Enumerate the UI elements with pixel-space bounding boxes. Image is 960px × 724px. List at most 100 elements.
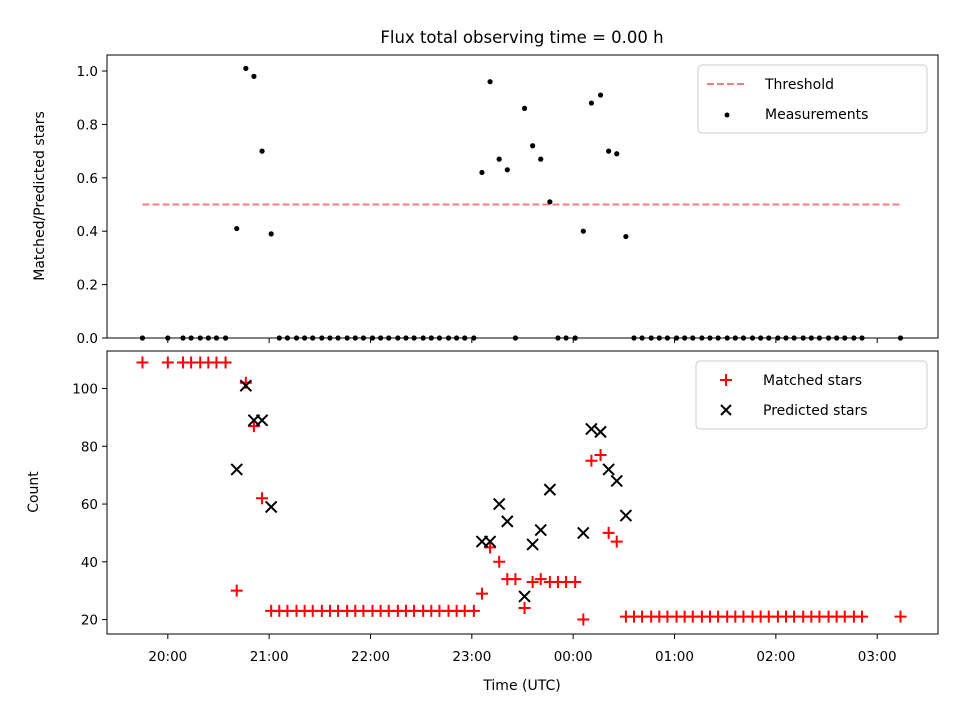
measurement-point [547,199,553,205]
predicted-star-point [501,515,514,528]
x-tick-label: 23:00 [452,649,491,665]
predicted-star-point [255,414,269,427]
top-plot-frame [106,54,939,339]
x-tick-label: 20:00 [148,649,187,665]
predicted-star-point [239,379,253,392]
bottom-y-tick-label: 100 [72,382,98,398]
bottom-panel: 20 40 60 80 100 20:00 21:00 22:00 23:00 00:00 01:… [26,350,939,694]
matched-star-point [610,535,623,548]
bottom-legend: Matched stars Predicted stars [695,360,928,430]
predicted-star-point [534,523,547,537]
top-x-axis-ticks [167,338,878,343]
matched-star-point [136,356,149,369]
measurement-point [259,148,265,154]
predicted-star-point [610,474,623,488]
predicted-star-point [230,463,243,476]
x-tick-label: 21:00 [250,649,289,665]
measurement-point [521,105,528,111]
matched-star-point [585,454,598,467]
bottom-y-axis-ticks: 20 40 60 80 100 [72,382,107,629]
matched-star-point [577,613,590,626]
matched-star-point [475,587,488,600]
top-y-axis-ticks: 0.0 0.2 0.4 0.6 0.8 1.0 [77,64,107,347]
x-tick-label: 00:00 [554,649,593,665]
measurement-point [606,148,612,154]
predicted-star-point [483,535,497,548]
measurement-point [623,233,629,240]
predicted-star-point [526,538,539,551]
predicted-star-point [585,422,598,436]
top-y-tick-label: 0.2 [77,278,98,294]
top-y-tick-label: 0.4 [77,224,98,240]
matched-star-point [509,573,522,586]
matched-star-point [534,573,547,586]
top-y-axis-label: Matched/Predicted stars [32,111,48,281]
chart-title: Flux total observing time = 0.00 h [380,28,663,47]
predicted-star-point [577,526,590,540]
x-axis-label: Time (UTC) [482,678,560,694]
predicted-star-point [518,590,531,603]
x-tick-label: 03:00 [858,649,897,665]
matched-star-point [219,356,232,369]
measurement-point [597,92,604,98]
bottom-x-axis-ticks: 20:00 21:00 22:00 23:00 00:00 01:00 02:00 03:00 [148,634,897,665]
legend-matched-swatch [720,374,732,386]
matched-star-point [256,492,269,505]
measurement-point [504,167,510,173]
top-y-tick-label: 0.8 [77,117,98,133]
top-y-tick-label: 0.0 [77,331,98,347]
top-y-tick-label: 0.6 [77,171,98,187]
measurement-point [614,151,620,157]
bottom-y-tick-label: 40 [81,555,98,571]
predicted-star-point [594,425,607,439]
matched-star-point [526,576,539,589]
top-y-tick-label: 1.0 [77,64,98,80]
matched-star-point [594,448,607,461]
matched-star-point [484,541,497,554]
bottom-plot-frame [106,350,939,635]
matched-star-point [247,420,260,433]
legend-matched-label: Matched stars [763,373,862,389]
predicted-star-point [619,509,633,522]
matched-star-point [518,602,531,615]
matched-star-point [602,526,615,539]
measurement-point [538,156,544,162]
predicted-star-point [543,483,557,496]
measurement-point [530,143,536,149]
legend-predicted-swatch [720,404,732,416]
top-panel: 0.0 0.2 0.4 0.6 0.8 1.0 Matched/Predicted sta… [32,54,939,347]
matched-star-point [161,356,174,369]
matched-star-point [855,610,868,623]
measurement-point [268,231,274,237]
legend-measurements-label: Measurements [765,107,868,123]
predicted-star-point [602,463,615,476]
measurement-point [243,65,249,71]
matched-star-point [467,604,480,617]
measurement-point [496,156,502,162]
matched-star-point [230,584,243,597]
measurement-point [251,73,257,79]
bottom-y-tick-label: 60 [81,497,98,513]
x-tick-label: 01:00 [655,649,694,665]
matched-star-point [569,576,582,589]
legend-predicted-label: Predicted stars [763,403,868,419]
x-tick-label: 02:00 [756,649,795,665]
legend-threshold-label: Threshold [764,77,834,93]
bottom-y-tick-label: 80 [81,439,98,455]
measurement-point [234,225,240,232]
measurement-point [588,100,595,106]
predicted-star-point [492,497,506,511]
top-legend: Threshold Measurements [697,64,928,134]
x-tick-label: 22:00 [351,649,390,665]
measurement-point [479,169,485,176]
matched-star-point [493,555,506,568]
bottom-y-tick-label: 20 [81,613,98,629]
matched-star-point [894,610,907,623]
measurement-point [580,228,586,234]
top-legend-box [697,64,928,134]
bottom-y-axis-label: Count [26,471,42,513]
bottom-legend-box [695,360,928,430]
bottom-panel-marks [136,356,907,626]
measurement-point [487,79,493,85]
